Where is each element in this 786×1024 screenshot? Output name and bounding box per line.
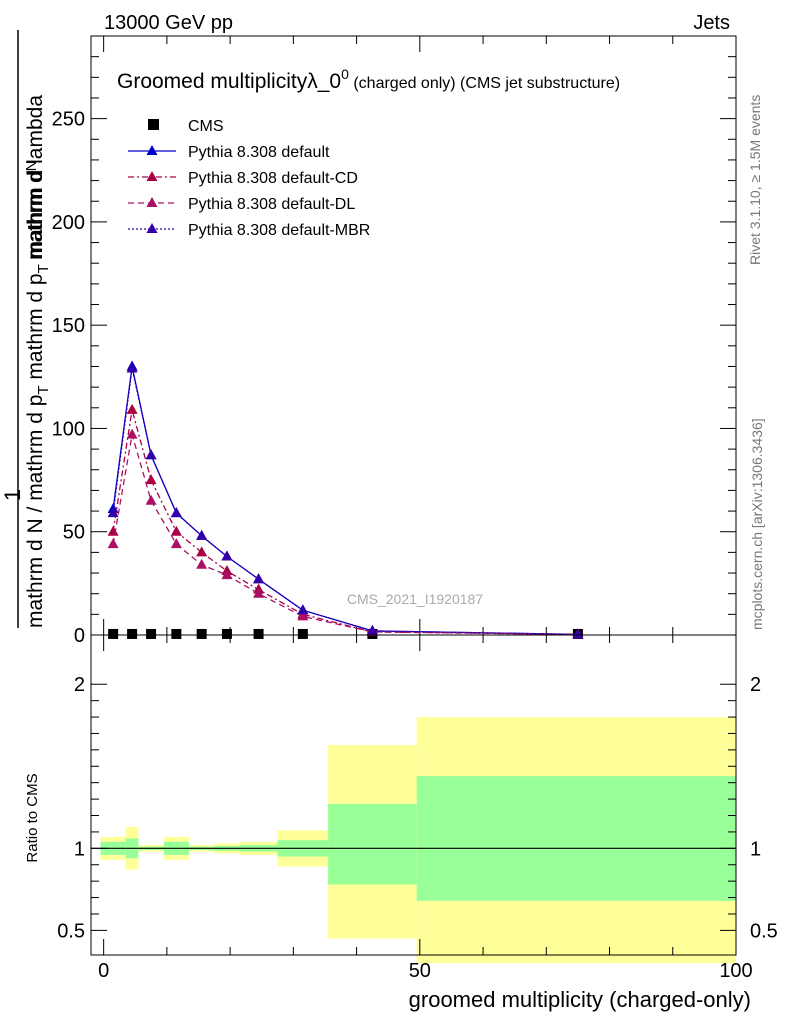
series-marker (297, 610, 309, 621)
series-marker (196, 529, 208, 540)
header-right: Jets (693, 12, 730, 34)
series-line (112, 366, 578, 636)
series-marker (107, 507, 119, 518)
ylabel-denominator: mathrm d N / mathrm d pT mathrm d pT mat… (24, 95, 52, 628)
series-1 (107, 360, 584, 639)
main-y-tick-label: 100 (52, 418, 85, 440)
x-tick-label: 50 (409, 960, 431, 982)
cms-data-point (108, 628, 119, 639)
ratio-inner-band (328, 804, 417, 885)
series-4 (107, 362, 584, 639)
ratio-y-tick-label: 2 (74, 674, 85, 696)
legend: CMS Pythia 8.308 default Pythia 8.308 defa… (128, 118, 370, 239)
rivet-version-text: Rivet 3.1.10, ≥ 1.5M events (747, 95, 763, 265)
series-line (112, 434, 578, 636)
main-series-group (107, 360, 584, 639)
series-marker (196, 558, 208, 569)
series-marker (107, 525, 119, 536)
ratio-plot-panel: 0.5 0.5 1 1 2 2 0 50 100 (57, 634, 778, 982)
main-y-tick-label: 250 (52, 109, 85, 131)
legend-entry-label: CMS (188, 118, 224, 135)
series-marker (126, 403, 138, 414)
series-marker (572, 628, 584, 639)
series-marker (170, 507, 182, 518)
analysis-watermark: CMS_2021_I1920187 (347, 591, 483, 607)
mcplots-credit-text: mcplots.cern.ch [arXiv:1306.3436] (749, 418, 765, 630)
legend-marker-cms (148, 119, 159, 130)
header-left: 13000 GeV pp (104, 12, 233, 34)
ratio-axis-ticks: 0.5 0.5 1 1 2 2 0 50 100 (57, 635, 778, 982)
cms-data-point (253, 628, 264, 639)
legend-entry-label: Pythia 8.308 default-CD (188, 170, 358, 187)
x-axis-label: groomed multiplicity (charged-only) (409, 987, 751, 1012)
legend-entry-label: Pythia 8.308 default-DL (188, 196, 355, 213)
main-y-tick-label: 200 (52, 212, 85, 234)
cms-data-point (196, 628, 207, 639)
series-marker (196, 546, 208, 557)
main-y-tick-label: 50 (63, 522, 85, 544)
series-marker (221, 569, 233, 580)
ratio-plot-frame (90, 634, 737, 956)
legend-entry-label: Pythia 8.308 default (188, 144, 330, 161)
series-line (112, 409, 578, 636)
ratio-inner-band (416, 776, 736, 901)
series-marker (126, 362, 138, 373)
legend-entry-label: Pythia 8.308 default-MBR (188, 222, 370, 239)
series-marker (253, 587, 265, 598)
cms-data-point (221, 628, 232, 639)
series-marker (145, 449, 157, 460)
series-marker (107, 538, 119, 549)
ratio-uncertainty-bands (91, 717, 736, 964)
x-tick-label: 100 (719, 960, 752, 982)
ylabel-numerator: mathrm dN (23, 160, 47, 260)
main-y-tick-label: 0 (74, 625, 85, 647)
x-tick-label: 0 (98, 960, 109, 982)
ratio-y-tick-label-right: 1 (750, 838, 761, 860)
series-marker (253, 573, 265, 584)
ratio-y-tick-label: 0.5 (57, 920, 85, 942)
ylabel-one: 1 (0, 489, 25, 501)
series-3 (107, 428, 584, 639)
legend-marker (146, 197, 158, 207)
main-y-tick-label: 150 (52, 315, 85, 337)
series-marker (145, 474, 157, 485)
series-marker (126, 428, 138, 439)
main-axis-ticks: 0 50 100 150 200 250 (52, 36, 737, 647)
main-title: Groomed multiplicityλ_00 (charged only) … (117, 66, 620, 93)
main-plot-panel: 0 50 100 150 200 250 Groomed multiplicityλ_00… (52, 35, 737, 647)
series-marker (366, 624, 378, 635)
series-marker (170, 538, 182, 549)
cms-data-point (297, 628, 308, 639)
series-line (112, 368, 578, 636)
legend-marker (146, 171, 158, 181)
series-2 (107, 403, 584, 639)
ratio-y-tick-label-right: 0.5 (750, 920, 778, 942)
cms-data-point (127, 628, 138, 639)
cms-data-point (146, 628, 157, 639)
legend-marker (146, 223, 158, 233)
series-marker (145, 494, 157, 505)
main-y-axis-label: 1 mathrm dN mathrm d N / mathrm d pT mat… (0, 30, 52, 628)
series-marker (297, 604, 309, 615)
series-marker (170, 525, 182, 536)
series-marker (221, 550, 233, 561)
ratio-y-tick-label-right: 2 (750, 674, 761, 696)
series-0 (108, 628, 583, 639)
ratio-y-tick-label: 1 (74, 838, 85, 860)
ratio-y-axis-label: Ratio to CMS (24, 773, 41, 862)
cms-data-point (171, 628, 182, 639)
legend-marker (146, 145, 158, 155)
